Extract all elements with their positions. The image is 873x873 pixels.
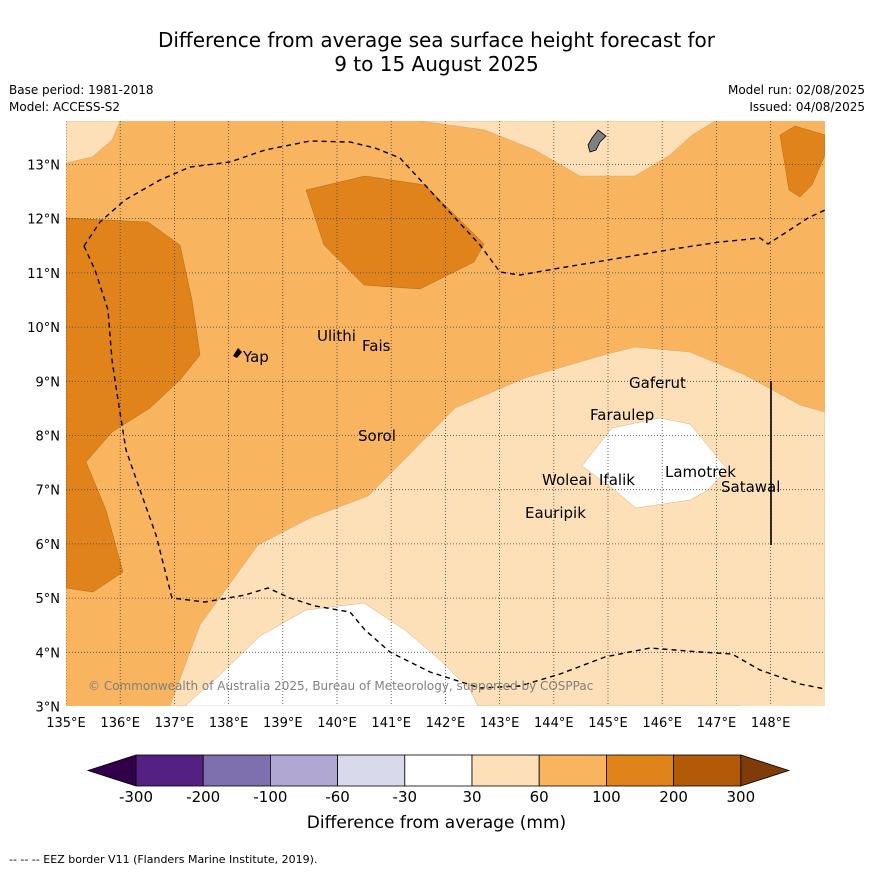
meta-left: Base period: 1981-2018 Model: ACCESS-S2	[9, 82, 154, 116]
longitude-label: 138°E	[209, 716, 249, 731]
model-name: Model: ACCESS-S2	[9, 100, 121, 114]
longitude-label: 146°E	[642, 716, 682, 731]
colorbar-segment	[606, 754, 675, 787]
latitude-label: 11°N	[27, 267, 60, 282]
latitude-label: 7°N	[36, 484, 61, 499]
colorbar-tick-label: -60	[325, 788, 350, 806]
longitude-label: 142°E	[426, 716, 466, 731]
place-ifalik: Ifalik	[599, 471, 635, 489]
eez-border-west	[83, 245, 825, 690]
colorbar-tick-label: 200	[659, 788, 688, 806]
place-gaferut: Gaferut	[629, 374, 686, 392]
place-eauripik: Eauripik	[525, 504, 586, 522]
colorbar-tick-label: 300	[726, 788, 756, 806]
field-30-60-north	[419, 121, 716, 177]
latitude-label: 9°N	[36, 375, 61, 390]
colorbar	[86, 754, 791, 787]
title-line-2: 9 to 15 August 2025	[334, 52, 539, 76]
place-ulithi: Ulithi	[317, 327, 356, 345]
place-sorol: Sorol	[358, 427, 396, 445]
place-satawal: Satawal	[721, 478, 780, 496]
longitude-label: 145°E	[588, 716, 628, 731]
latitude-label: 6°N	[36, 538, 61, 553]
longitude-label: 136°E	[100, 716, 140, 731]
longitude-label: 141°E	[371, 716, 411, 731]
colorbar-tick-label: -100	[253, 788, 288, 806]
title-line-1: Difference from average sea surface heig…	[157, 28, 716, 52]
place-yap: Yap	[242, 348, 269, 366]
colorbar-extend-high	[740, 754, 791, 787]
colorbar-segment	[404, 754, 473, 787]
latitude-labels: 13°N 12°N 11°N 10°N 9°N 8°N 7°N 6°N 5°N 4°N 3°N	[27, 159, 60, 716]
colorbar-segment	[337, 754, 406, 787]
graticule	[66, 121, 825, 706]
longitude-label: 137°E	[155, 716, 195, 731]
longitude-label: 143°E	[480, 716, 520, 731]
colorbar-segment	[202, 754, 271, 787]
colorbar-segment	[135, 754, 204, 787]
colorbar-tick-label: -300	[118, 788, 154, 806]
latitude-label: 4°N	[36, 646, 61, 661]
colorbar-segment	[269, 754, 338, 787]
field-30-60-northwest	[66, 121, 121, 164]
colorbar-title: Difference from average (mm)	[306, 813, 567, 833]
colorbar-tick-label: 100	[592, 788, 621, 806]
issued-date: Issued: 04/08/2025	[749, 100, 865, 114]
place-faraulep: Faraulep	[590, 406, 654, 424]
meta-right: Model run: 02/08/2025 Issued: 04/08/2025	[728, 82, 865, 116]
model-run: Model run: 02/08/2025	[727, 83, 865, 97]
longitude-labels: 135°E 136°E 137°E 138°E 139°E 140°E 141°E 142°E…	[46, 716, 790, 731]
longitude-label: 135°E	[46, 716, 86, 731]
field-100-200-north	[305, 175, 485, 290]
eez-border	[83, 140, 825, 276]
guam-landmass	[587, 129, 607, 153]
longitude-label: 144°E	[534, 716, 574, 731]
longitude-label: 148°E	[751, 716, 791, 731]
place-lamotrek: Lamotrek	[665, 463, 736, 481]
longitude-label: 147°E	[697, 716, 737, 731]
longitude-label: 139°E	[263, 716, 303, 731]
field-light-southeast	[740, 683, 825, 706]
eez-footnote: -- -- -- EEZ border V11 (Flanders Marine…	[9, 853, 318, 866]
latitude-label: 3°N	[36, 701, 61, 716]
colorbar-tick-label: 60	[529, 788, 549, 806]
map-area: Yap Ulithi Fais Sorol Gaferut Faraulep W…	[66, 121, 825, 706]
latitude-label: 5°N	[36, 592, 61, 607]
colorbar-segment	[471, 754, 540, 787]
field-100-200-east	[779, 125, 825, 198]
copyright-note: © Commonwealth of Australia 2025, Bureau…	[88, 679, 593, 693]
colorbar-segment	[538, 754, 607, 787]
colorbar-extend-low	[86, 754, 137, 787]
latitude-label: 10°N	[27, 321, 60, 336]
colorbar-tick-label: -30	[392, 788, 418, 806]
place-fais: Fais	[362, 337, 391, 355]
colorbar-tick-label: 30	[462, 788, 482, 806]
longitude-label: 140°E	[317, 716, 357, 731]
place-woleai: Woleai	[542, 471, 592, 489]
latitude-label: 13°N	[27, 159, 60, 174]
field-neutral-south	[184, 602, 479, 706]
latitude-label: 12°N	[27, 213, 60, 228]
field-100-200-west	[66, 217, 201, 593]
latitude-label: 8°N	[36, 430, 61, 445]
colorbar-tick-label: -200	[186, 788, 221, 806]
base-period: Base period: 1981-2018	[9, 83, 154, 97]
map-title: Difference from average sea surface heig…	[0, 28, 873, 76]
yap-landmass	[233, 348, 242, 358]
colorbar-segment	[673, 754, 742, 787]
field-neutral-east	[581, 417, 728, 509]
